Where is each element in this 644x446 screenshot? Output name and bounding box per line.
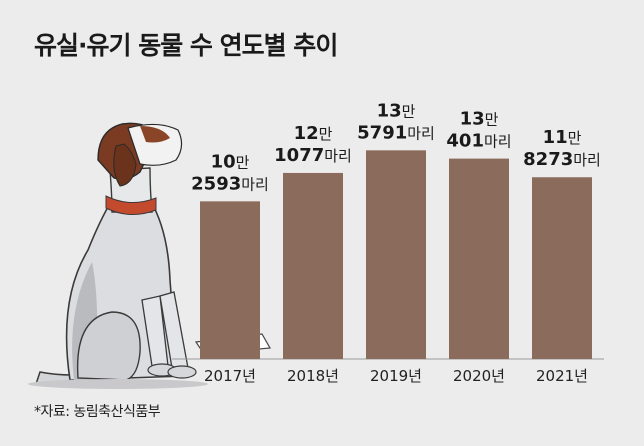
- bar-2021년: [532, 177, 592, 359]
- x-tick-label: 2021년: [536, 367, 588, 385]
- source-note: *자료: 농림축산식품부: [34, 404, 161, 420]
- bar-value-label-top: 11만: [543, 127, 582, 148]
- bars-group: [200, 150, 592, 359]
- bar-2019년: [366, 150, 426, 359]
- bar-value-label-top: 13만: [377, 100, 416, 121]
- bar-value-label-top: 10만: [211, 151, 250, 172]
- x-tick-label: 2017년: [204, 367, 256, 385]
- x-tick-label: 2019년: [370, 367, 422, 385]
- bar-2018년: [283, 172, 343, 359]
- bar-2020년: [449, 158, 509, 359]
- bar-value-label-bottom: 401마리: [446, 131, 511, 152]
- x-tick-label: 2020년: [453, 367, 505, 385]
- bar-value-label-top: 12만: [294, 123, 333, 144]
- x-tick-labels-group: 2017년 2018년 2019년 2020년 2021년: [204, 367, 588, 385]
- bar-value-label-bottom: 5791마리: [357, 122, 435, 143]
- bar-value-label-bottom: 8273마리: [523, 149, 601, 170]
- chart-title: 유실·유기 동물 수 연도별 추이: [34, 31, 338, 60]
- bar-2017년: [200, 201, 260, 359]
- bar-value-label-top: 13만: [460, 109, 499, 130]
- x-tick-label: 2018년: [287, 367, 339, 385]
- bar-value-label-bottom: 1077마리: [274, 145, 352, 166]
- bar-value-label-bottom: 2593마리: [191, 173, 269, 194]
